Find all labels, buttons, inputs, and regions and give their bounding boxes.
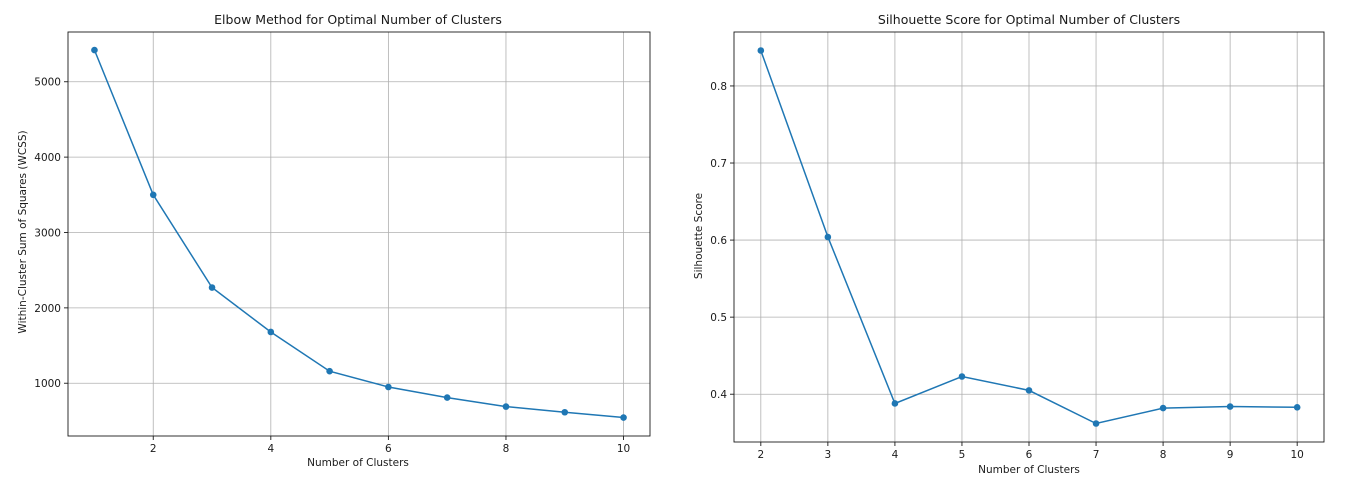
elbow-x-tick-label: 10 (617, 443, 630, 455)
elbow-data-point (326, 367, 333, 375)
elbow-y-tick-label: 3000 (34, 227, 61, 239)
silhouette-y-tick-label: 0.5 (710, 312, 727, 324)
silhouette-points (757, 47, 1301, 427)
silhouette-x-tick-label: 8 (1160, 449, 1167, 461)
elbow-x-axis-label: Number of Clusters (307, 457, 409, 469)
silhouette-x-tick-label: 7 (1093, 449, 1100, 461)
silhouette-ticks: 2 3 4 5 6 7 8 9 10 0.4 0.5 0.6 0.7 0.8 (710, 81, 1304, 461)
silhouette-x-tick-label: 10 (1290, 449, 1303, 461)
silhouette-data-point (1092, 420, 1100, 427)
elbow-y-tick-label: 1000 (34, 378, 61, 390)
elbow-series-line (93, 49, 624, 419)
silhouette-data-point (1159, 404, 1167, 412)
silhouette-y-axis-label: Silhouette Score (693, 193, 705, 279)
silhouette-y-tick-label: 0.8 (710, 81, 727, 93)
elbow-x-tick-label: 6 (385, 443, 392, 455)
elbow-data-point (443, 394, 451, 401)
silhouette-data-point (757, 47, 765, 54)
silhouette-data-point (958, 373, 966, 380)
silhouette-x-tick-label: 3 (825, 449, 832, 461)
elbow-data-point (149, 191, 157, 199)
elbow-data-point (91, 46, 98, 54)
silhouette-chart-title: Silhouette Score for Optimal Number of C… (878, 12, 1180, 27)
elbow-y-axis-label: Within-Cluster Sum of Squares (WCSS) (17, 130, 29, 333)
silhouette-y-tick-label: 0.4 (710, 389, 727, 401)
elbow-y-tick-label: 2000 (34, 303, 61, 315)
silhouette-data-point (1025, 387, 1033, 394)
elbow-data-point (208, 284, 216, 291)
silhouette-data-point (824, 233, 832, 241)
elbow-data-point (267, 328, 275, 336)
elbow-y-tick-label: 4000 (34, 152, 61, 164)
elbow-ticks: 2 4 6 8 10 1000 2000 3000 4000 5000 (34, 77, 630, 455)
silhouette-x-axis-label: Number of Clusters (978, 464, 1080, 476)
elbow-x-tick-label: 8 (503, 443, 510, 455)
elbow-grid (68, 32, 650, 436)
elbow-plot-frame (67, 31, 651, 437)
silhouette-data-point (891, 400, 899, 407)
elbow-x-tick-label: 2 (150, 443, 157, 455)
silhouette-chart: Silhouette Score for Optimal Number of C… (693, 12, 1325, 476)
silhouette-grid (734, 32, 1324, 442)
elbow-chart: Elbow Method for Optimal Number of Clust… (17, 12, 651, 469)
silhouette-data-point (1293, 404, 1301, 411)
elbow-chart-title: Elbow Method for Optimal Number of Clust… (214, 12, 502, 27)
silhouette-y-tick-label: 0.6 (710, 235, 727, 247)
elbow-data-point (620, 414, 627, 421)
silhouette-y-tick-label: 0.7 (710, 158, 727, 170)
elbow-data-point (502, 403, 510, 410)
silhouette-x-tick-label: 2 (757, 449, 764, 461)
silhouette-data-point (1226, 403, 1234, 410)
silhouette-x-tick-label: 4 (892, 449, 899, 461)
silhouette-x-tick-label: 5 (959, 449, 966, 461)
silhouette-plot-frame (733, 31, 1325, 443)
elbow-data-point (385, 383, 392, 391)
silhouette-x-tick-label: 9 (1227, 449, 1234, 461)
elbow-y-tick-label: 5000 (34, 77, 61, 89)
silhouette-x-tick-label: 6 (1026, 449, 1033, 461)
elbow-data-point (561, 408, 569, 416)
elbow-points (91, 46, 627, 421)
elbow-x-tick-label: 4 (267, 443, 274, 455)
